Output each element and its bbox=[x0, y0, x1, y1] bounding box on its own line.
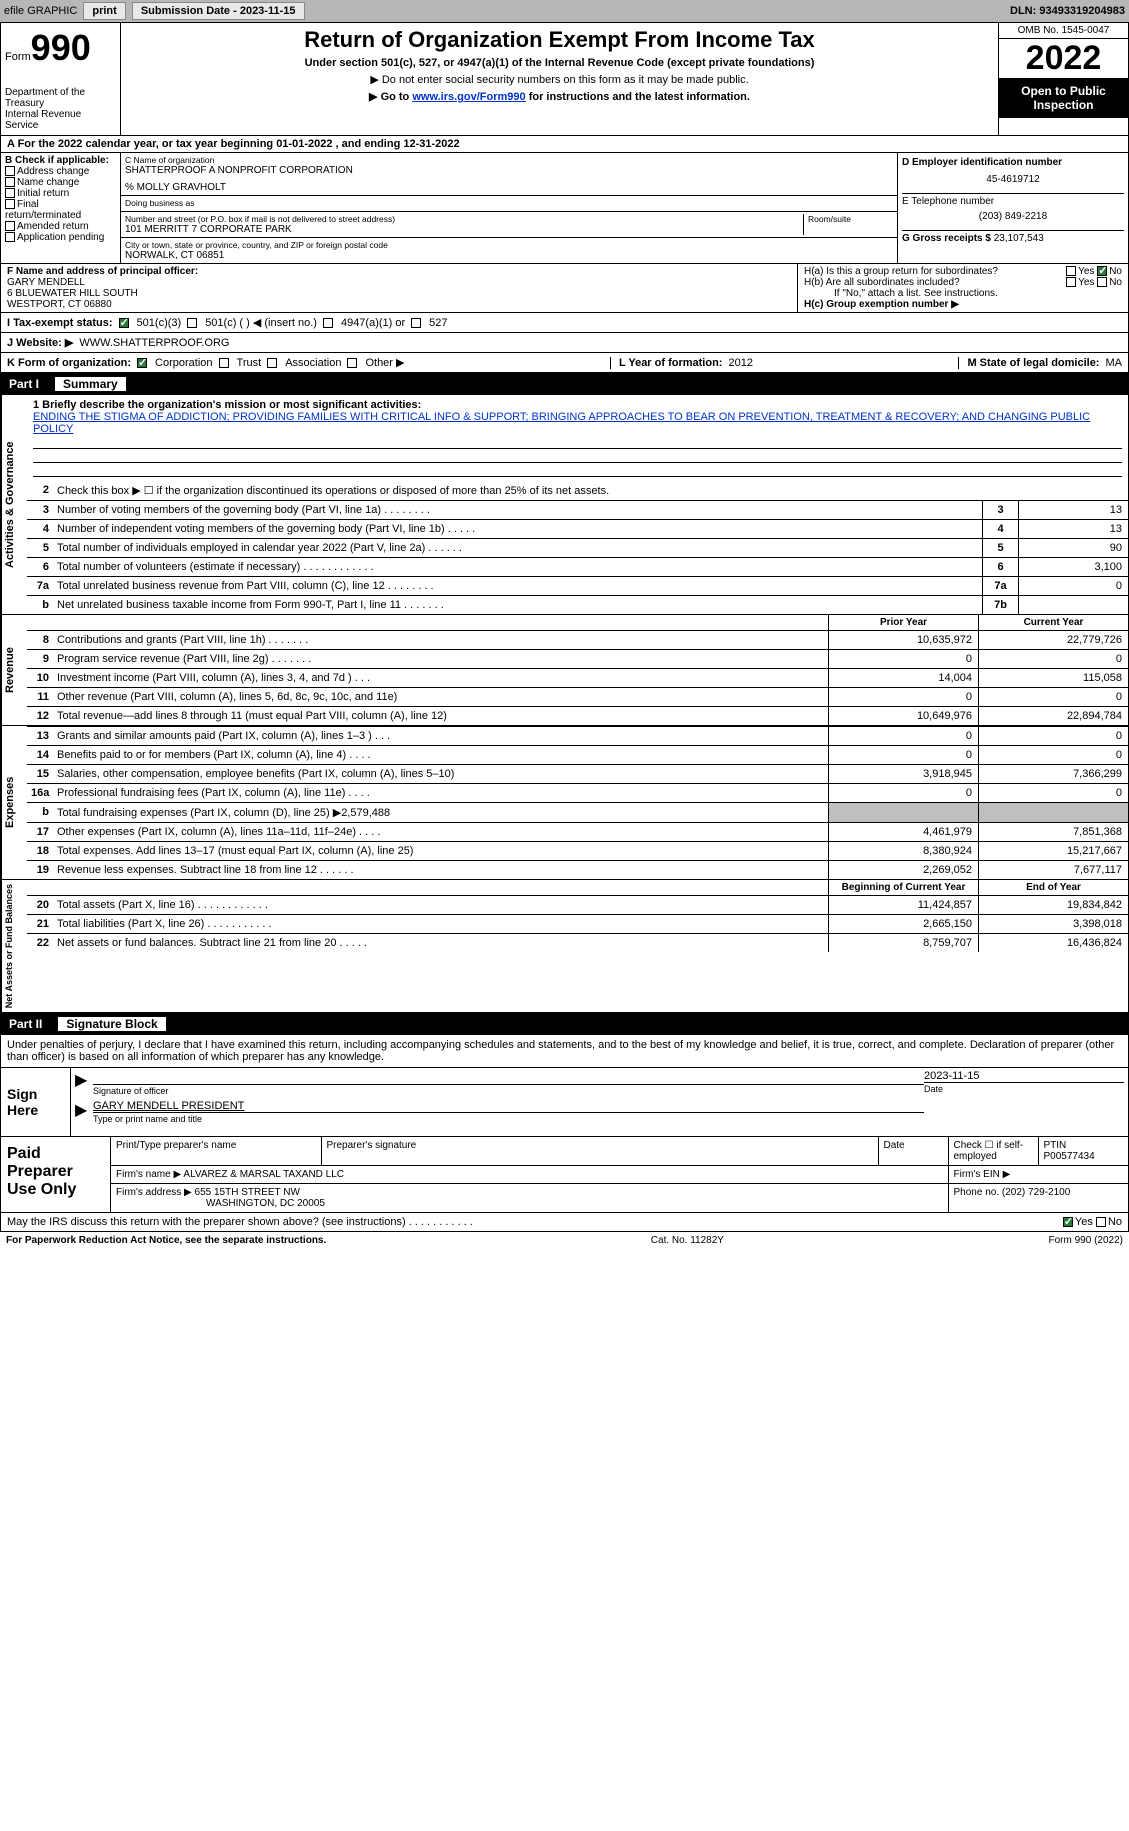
city-state-zip: NORWALK, CT 06851 bbox=[125, 250, 893, 261]
ein: 45-4619712 bbox=[902, 174, 1124, 185]
table-row: 17Other expenses (Part IX, column (A), l… bbox=[27, 822, 1128, 841]
table-row: 10Investment income (Part VIII, column (… bbox=[27, 668, 1128, 687]
col-c: C Name of organization SHATTERPROOF A NO… bbox=[121, 153, 898, 263]
form-subtitle: Under section 501(c), 527, or 4947(a)(1)… bbox=[125, 57, 994, 69]
col-b: B Check if applicable: Address change Na… bbox=[1, 153, 121, 263]
table-row: 4Number of independent voting members of… bbox=[27, 519, 1128, 538]
side-rev: Revenue bbox=[1, 615, 27, 725]
col-d: D Employer identification number 45-4619… bbox=[898, 153, 1128, 263]
row-i: I Tax-exempt status: 501(c)(3) 501(c) ( … bbox=[0, 313, 1129, 333]
table-row: 18Total expenses. Add lines 13–17 (must … bbox=[27, 841, 1128, 860]
chk-pending[interactable] bbox=[5, 232, 15, 242]
side-ag: Activities & Governance bbox=[1, 395, 27, 614]
side-na: Net Assets or Fund Balances bbox=[1, 880, 27, 1012]
table-row: bTotal fundraising expenses (Part IX, co… bbox=[27, 802, 1128, 822]
form-title: Return of Organization Exempt From Incom… bbox=[125, 27, 994, 53]
mission-block: 1 Briefly describe the organization's mi… bbox=[27, 395, 1128, 481]
sec-expenses: Expenses 13Grants and similar amounts pa… bbox=[0, 726, 1129, 880]
part-2-header: Part II Signature Block bbox=[0, 1013, 1129, 1035]
table-row: 11Other revenue (Part VIII, column (A), … bbox=[27, 687, 1128, 706]
table-row: 19Revenue less expenses. Subtract line 1… bbox=[27, 860, 1128, 879]
table-row: 14Benefits paid to or for members (Part … bbox=[27, 745, 1128, 764]
chk-4947[interactable] bbox=[323, 318, 333, 328]
omb-number: OMB No. 1545-0047 bbox=[999, 23, 1128, 39]
chk-final[interactable] bbox=[5, 199, 15, 209]
ha-yes[interactable] bbox=[1066, 266, 1076, 276]
sec-revenue: Revenue Prior YearCurrent Year 8Contribu… bbox=[0, 615, 1129, 726]
table-row: 13Grants and similar amounts paid (Part … bbox=[27, 726, 1128, 745]
paid-preparer-block: Paid Preparer Use Only Print/Type prepar… bbox=[0, 1137, 1129, 1213]
table-row: 20Total assets (Part X, line 16) . . . .… bbox=[27, 895, 1128, 914]
page-footer: For Paperwork Reduction Act Notice, see … bbox=[0, 1232, 1129, 1249]
row-k: K Form of organization: Corporation Trus… bbox=[0, 353, 1129, 373]
chk-other[interactable] bbox=[347, 358, 357, 368]
block-fh: F Name and address of principal officer:… bbox=[0, 264, 1129, 313]
org-name: SHATTERPROOF A NONPROFIT CORPORATION bbox=[125, 165, 893, 176]
telephone: (203) 849-2218 bbox=[902, 211, 1124, 222]
discuss-yes[interactable] bbox=[1063, 1217, 1073, 1227]
sign-arrow-icon: ▶ bbox=[75, 1070, 93, 1096]
sec-activities: Activities & Governance 1 Briefly descri… bbox=[0, 395, 1129, 615]
form-note-1: ▶ Do not enter social security numbers o… bbox=[125, 73, 994, 86]
officer-name: GARY MENDELL bbox=[7, 277, 791, 288]
efile-label: efile GRAPHIC bbox=[4, 5, 77, 17]
chk-initial[interactable] bbox=[5, 188, 15, 198]
open-inspection: Open to Public Inspection bbox=[999, 78, 1128, 118]
website: WWW.SHATTERPROOF.ORG bbox=[79, 337, 229, 349]
table-row: 3Number of voting members of the governi… bbox=[27, 500, 1128, 519]
chk-527[interactable] bbox=[411, 318, 421, 328]
table-row: 15Salaries, other compensation, employee… bbox=[27, 764, 1128, 783]
chk-501c[interactable] bbox=[187, 318, 197, 328]
hb-no[interactable] bbox=[1097, 277, 1107, 287]
block-bcd: B Check if applicable: Address change Na… bbox=[0, 153, 1129, 264]
row-j: J Website: ▶ WWW.SHATTERPROOF.ORG bbox=[0, 333, 1129, 353]
sign-arrow-icon-2: ▶ bbox=[75, 1100, 93, 1124]
chk-501c3[interactable] bbox=[119, 318, 129, 328]
part-1-header: Part I Summary bbox=[0, 373, 1129, 395]
side-exp: Expenses bbox=[1, 726, 27, 879]
dept-label: Department of the Treasury Internal Reve… bbox=[5, 87, 116, 131]
chk-address[interactable] bbox=[5, 166, 15, 176]
care-of: % MOLLY GRAVHOLT bbox=[125, 182, 893, 193]
table-row: 9Program service revenue (Part VIII, lin… bbox=[27, 649, 1128, 668]
dln-label: DLN: 93493319204983 bbox=[1010, 5, 1125, 17]
ha-no[interactable] bbox=[1097, 266, 1107, 276]
print-button[interactable]: print bbox=[83, 2, 125, 20]
firm-name: ALVAREZ & MARSAL TAXAND LLC bbox=[183, 1169, 344, 1180]
sec-netassets: Net Assets or Fund Balances Beginning of… bbox=[0, 880, 1129, 1013]
chk-amended[interactable] bbox=[5, 221, 15, 231]
chk-assoc[interactable] bbox=[267, 358, 277, 368]
submission-date-button[interactable]: Submission Date - 2023-11-15 bbox=[132, 2, 305, 20]
gross-receipts: 23,107,543 bbox=[994, 233, 1044, 244]
chk-name[interactable] bbox=[5, 177, 15, 187]
irs-link[interactable]: www.irs.gov/Form990 bbox=[412, 91, 525, 103]
form-number: Form990 bbox=[5, 27, 116, 69]
table-row: 5Total number of individuals employed in… bbox=[27, 538, 1128, 557]
hb-yes[interactable] bbox=[1066, 277, 1076, 287]
form-note-2: ▶ Go to www.irs.gov/Form990 for instruct… bbox=[125, 90, 994, 103]
form-header: Form990 Department of the Treasury Inter… bbox=[0, 22, 1129, 136]
table-row: 12Total revenue—add lines 8 through 11 (… bbox=[27, 706, 1128, 725]
table-row: 6Total number of volunteers (estimate if… bbox=[27, 557, 1128, 576]
street-address: 101 MERRITT 7 CORPORATE PARK bbox=[125, 224, 803, 235]
table-row: 21Total liabilities (Part X, line 26) . … bbox=[27, 914, 1128, 933]
sign-block: Sign Here ▶ Signature of officer 2023-11… bbox=[0, 1068, 1129, 1137]
tax-year: 2022 bbox=[999, 39, 1128, 78]
chk-trust[interactable] bbox=[219, 358, 229, 368]
table-row: bNet unrelated business taxable income f… bbox=[27, 595, 1128, 614]
chk-corp[interactable] bbox=[137, 358, 147, 368]
penalties-text: Under penalties of perjury, I declare th… bbox=[0, 1035, 1129, 1068]
mission-text: ENDING THE STIGMA OF ADDICTION; PROVIDIN… bbox=[33, 411, 1122, 435]
table-row: 16aProfessional fundraising fees (Part I… bbox=[27, 783, 1128, 802]
discuss-no[interactable] bbox=[1096, 1217, 1106, 1227]
top-toolbar: efile GRAPHIC print Submission Date - 20… bbox=[0, 0, 1129, 22]
row-a-period: A For the 2022 calendar year, or tax yea… bbox=[0, 136, 1129, 153]
discuss-row: May the IRS discuss this return with the… bbox=[0, 1213, 1129, 1232]
table-row: 22Net assets or fund balances. Subtract … bbox=[27, 933, 1128, 952]
table-row: 8Contributions and grants (Part VIII, li… bbox=[27, 630, 1128, 649]
table-row: 7aTotal unrelated business revenue from … bbox=[27, 576, 1128, 595]
